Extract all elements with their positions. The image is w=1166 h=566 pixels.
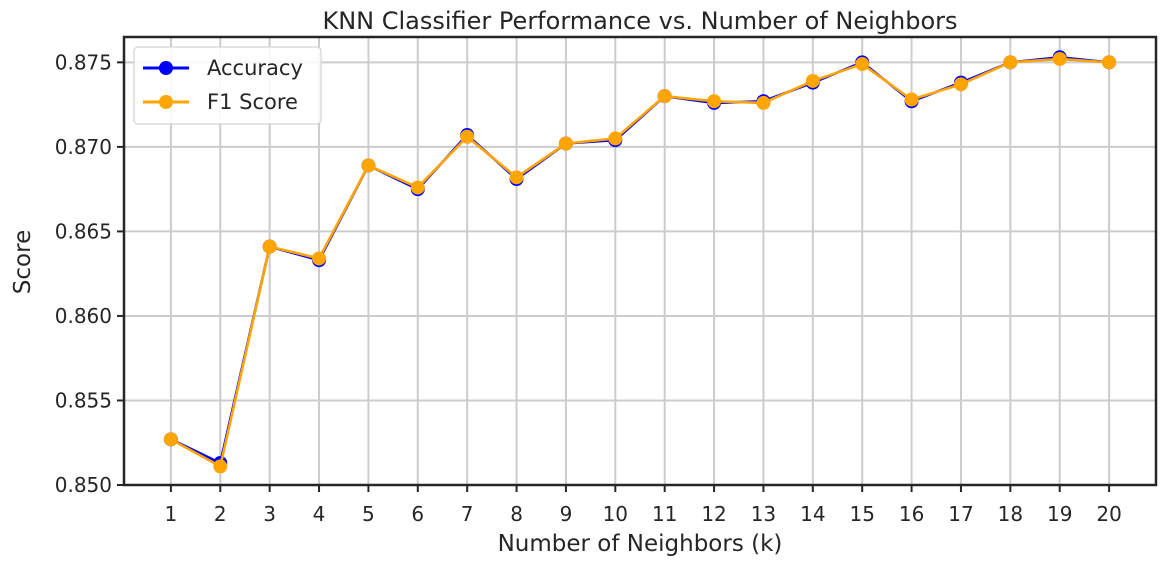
- data-point-f1-score: [460, 129, 475, 144]
- y-tick-label: 0.850: [55, 473, 112, 497]
- y-axis: 0.850 0.855 0.860 0.865 0.870 0.875: [55, 50, 124, 497]
- x-tick-label: 6: [411, 502, 424, 526]
- x-tick-label: 18: [998, 502, 1023, 526]
- legend: Accuracy F1 Score: [133, 46, 322, 125]
- x-tick-label: 2: [214, 502, 227, 526]
- x-tick-label: 4: [313, 502, 326, 526]
- x-tick-label: 10: [603, 502, 628, 526]
- series-f1-score: [163, 51, 1117, 474]
- x-axis: 1 2 3 4 5 6 7 8 9 10 11 12 13 14 15 16 17 18 19 20: [165, 485, 1122, 526]
- y-tick-label: 0.875: [55, 50, 112, 74]
- x-tick-label: 15: [849, 502, 874, 526]
- legend-label-f1-score: F1 Score: [207, 90, 298, 114]
- x-tick-label: 14: [800, 502, 825, 526]
- legend-box: [133, 46, 322, 125]
- data-point-f1-score: [558, 136, 573, 151]
- x-tick-label: 20: [1096, 502, 1121, 526]
- data-point-f1-score: [410, 180, 425, 195]
- x-tick-label: 12: [701, 502, 726, 526]
- data-point-f1-score: [707, 94, 722, 109]
- y-tick-label: 0.870: [55, 135, 112, 159]
- data-point-f1-score: [608, 131, 623, 146]
- x-tick-label: 5: [362, 502, 375, 526]
- x-axis-title: Number of Neighbors (k): [498, 531, 783, 557]
- data-point-f1-score: [1102, 55, 1117, 70]
- data-point-f1-score: [953, 77, 968, 92]
- data-point-f1-score: [361, 158, 376, 173]
- data-point-f1-score: [1052, 51, 1067, 66]
- series-layer: [163, 50, 1117, 474]
- data-point-f1-score: [657, 89, 672, 104]
- grid-lines: [124, 37, 1156, 486]
- data-point-f1-score: [262, 239, 277, 254]
- x-tick-label: 8: [510, 502, 523, 526]
- data-point-f1-score: [805, 73, 820, 88]
- x-tick-label: 11: [652, 502, 677, 526]
- y-axis-title: Score: [10, 230, 36, 294]
- x-tick-label: 1: [165, 502, 178, 526]
- data-point-f1-score: [1003, 55, 1018, 70]
- x-tick-label: 7: [461, 502, 474, 526]
- data-point-f1-score: [756, 95, 771, 110]
- legend-label-accuracy: Accuracy: [207, 56, 303, 80]
- legend-marker-f1-score: [159, 95, 173, 109]
- x-tick-label: 9: [560, 502, 573, 526]
- data-point-f1-score: [904, 92, 919, 107]
- chart-title: KNN Classifier Performance vs. Number of…: [322, 7, 957, 35]
- data-point-f1-score: [163, 432, 178, 447]
- y-tick-label: 0.855: [55, 388, 112, 412]
- series-line-f1-score: [170, 57, 1110, 468]
- y-tick-label: 0.865: [55, 219, 112, 243]
- plot-frame: [122, 35, 1158, 487]
- x-tick-label: 3: [263, 502, 276, 526]
- x-tick-label: 17: [948, 502, 973, 526]
- y-tick-label: 0.860: [55, 304, 112, 328]
- x-tick-label: 16: [899, 502, 924, 526]
- data-point-f1-score: [312, 251, 327, 266]
- x-tick-label: 13: [751, 502, 776, 526]
- legend-marker-accuracy: [159, 61, 173, 75]
- data-point-f1-score: [213, 459, 228, 474]
- data-point-f1-score: [509, 170, 524, 185]
- x-tick-label: 19: [1047, 502, 1072, 526]
- data-point-f1-score: [855, 57, 870, 72]
